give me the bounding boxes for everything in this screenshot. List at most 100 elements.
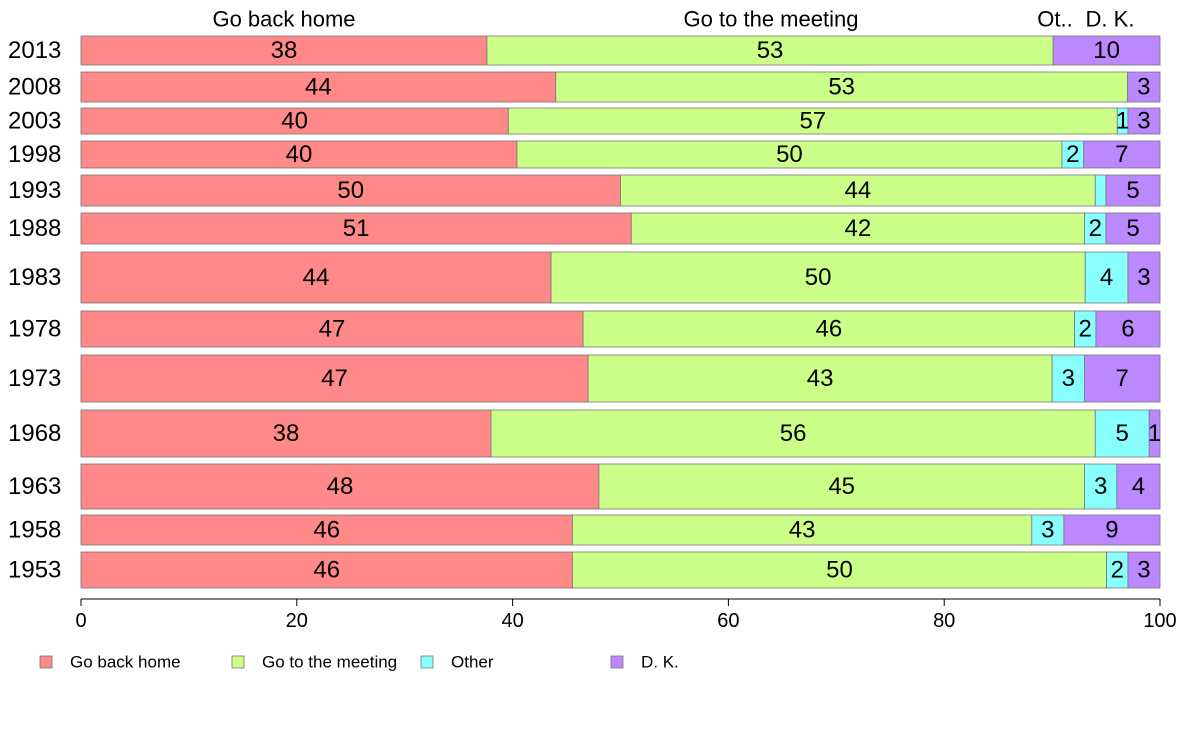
bar-segment-go-to-the-meeting: [630, 212, 1085, 245]
bar-segment-other: [1031, 514, 1065, 546]
bar-segment-d-k: [1127, 551, 1161, 589]
data-label: 44: [845, 177, 872, 204]
data-label: 57: [799, 108, 826, 135]
data-label: 44: [305, 74, 332, 101]
data-label: 50: [826, 557, 853, 584]
bar-row-1978: 1978 47 46 2 6: [8, 310, 1161, 348]
data-label: 4: [1100, 264, 1113, 291]
y-tick-label: 1968: [8, 420, 61, 447]
data-label: 1: [1148, 420, 1161, 447]
bar-segment-go-to-the-meeting: [572, 551, 1107, 589]
bar-segment-d-k: [1063, 514, 1161, 546]
bar-segment-go-to-the-meeting: [555, 71, 1129, 103]
bar-segment-go-back-home: [80, 107, 509, 135]
bar-row-1958: 1958 46 43 3 9: [8, 514, 1161, 546]
data-label: 5: [1116, 420, 1129, 447]
bar-segment-go-back-home: [80, 310, 584, 348]
data-label: 2: [1089, 215, 1102, 242]
bar-segment-go-to-the-meeting: [486, 35, 1054, 66]
data-label: 40: [286, 141, 313, 168]
data-label: 46: [815, 316, 842, 343]
y-tick-label: 2003: [8, 108, 61, 135]
data-label: 2: [1079, 316, 1092, 343]
bar-segment-other: [1084, 251, 1129, 304]
bar-segment-d-k: [1105, 174, 1161, 207]
bar-row-1973: 1973 47 43 3 7: [8, 354, 1161, 403]
data-label: 3: [1137, 74, 1150, 101]
data-label: 7: [1116, 365, 1129, 392]
x-tick-label: 80: [933, 610, 955, 632]
bar-segment-d-k: [1095, 310, 1161, 348]
data-label: 42: [845, 215, 872, 242]
bar-row-1988: 1988 51 42 2 5: [8, 212, 1161, 245]
y-tick-label: 1978: [8, 316, 61, 343]
bar-row-2003: 2003 40 57 1 3: [8, 107, 1161, 135]
x-tick-label: 40: [501, 610, 523, 632]
bar-segment-d-k: [1083, 140, 1161, 169]
bar-segment-go-back-home: [80, 463, 600, 510]
data-label: 47: [319, 316, 346, 343]
data-label: 2: [1111, 557, 1124, 584]
data-label: 51: [343, 215, 370, 242]
data-label: 3: [1094, 473, 1107, 500]
data-label: 50: [776, 141, 803, 168]
data-label: 3: [1137, 108, 1150, 135]
y-tick-label: 1988: [8, 215, 61, 242]
legend-swatch: [420, 655, 434, 669]
data-label: 4: [1132, 473, 1145, 500]
bar-segment-go-to-the-meeting: [550, 251, 1086, 304]
bar-segment-go-to-the-meeting: [507, 107, 1118, 135]
bar-segment-d-k: [1084, 354, 1161, 403]
data-label: 5: [1126, 177, 1139, 204]
data-label: 3: [1062, 365, 1075, 392]
bar-row-2008: 2008 44 53 3: [8, 71, 1161, 103]
legend-label: Go back home: [70, 653, 181, 672]
legend-item-go-back-home: Go back home: [39, 653, 181, 672]
top-label-go-to-the-meeting: Go to the meeting: [684, 7, 859, 32]
data-label: 50: [337, 177, 364, 204]
data-label: 2: [1066, 141, 1079, 168]
data-label: 44: [303, 264, 330, 291]
data-label: 38: [271, 37, 298, 64]
bar-segment-go-back-home: [80, 354, 589, 403]
x-tick-label: 20: [286, 610, 308, 632]
data-label: 43: [789, 517, 816, 544]
legend-label: Go to the meeting: [262, 653, 397, 672]
data-label: 1: [1116, 108, 1129, 135]
data-label: 56: [780, 420, 807, 447]
bar-segment-go-to-the-meeting: [490, 409, 1096, 458]
bar-row-2013: 2013 38 53 10: [8, 35, 1161, 66]
legend-item-go-to-the-meeting: Go to the meeting: [231, 653, 397, 672]
x-tick-label: 100: [1143, 610, 1176, 632]
y-tick-label: 2008: [8, 74, 61, 101]
top-label-ot: Ot..: [1037, 7, 1072, 32]
bar-segment-go-back-home: [80, 514, 573, 546]
data-label: 3: [1137, 264, 1150, 291]
data-label: 40: [281, 108, 308, 135]
bar-segment-d-k: [1148, 409, 1161, 458]
data-label: 46: [313, 517, 340, 544]
y-tick-label: 1973: [8, 365, 61, 392]
y-tick-label: 1998: [8, 141, 61, 168]
x-axis: 0 20 40 60 80 100: [75, 598, 1177, 632]
bar-row-1993: 1993 50 44 5: [8, 174, 1161, 207]
bar-segment-d-k: [1105, 212, 1161, 245]
legend-label: Other: [451, 653, 494, 672]
legend-item-d-k: D. K.: [610, 653, 679, 672]
data-label: 7: [1115, 141, 1128, 168]
bar-row-1983: 1983 44 50 4 3: [8, 251, 1161, 304]
legend-item-other: Other: [420, 653, 494, 672]
data-label: 38: [273, 420, 300, 447]
bar-segment-go-back-home: [80, 71, 557, 103]
data-label: 53: [828, 74, 855, 101]
y-tick-label: 1963: [8, 473, 61, 500]
bar-segment-go-back-home: [80, 551, 573, 589]
bar-segment-go-to-the-meeting: [587, 354, 1053, 403]
data-label: 6: [1121, 316, 1134, 343]
bar-segment-d-k: [1116, 463, 1161, 510]
data-label: 47: [321, 365, 348, 392]
bar-segment-go-to-the-meeting: [598, 463, 1085, 510]
bar-segment-go-back-home: [80, 212, 632, 245]
